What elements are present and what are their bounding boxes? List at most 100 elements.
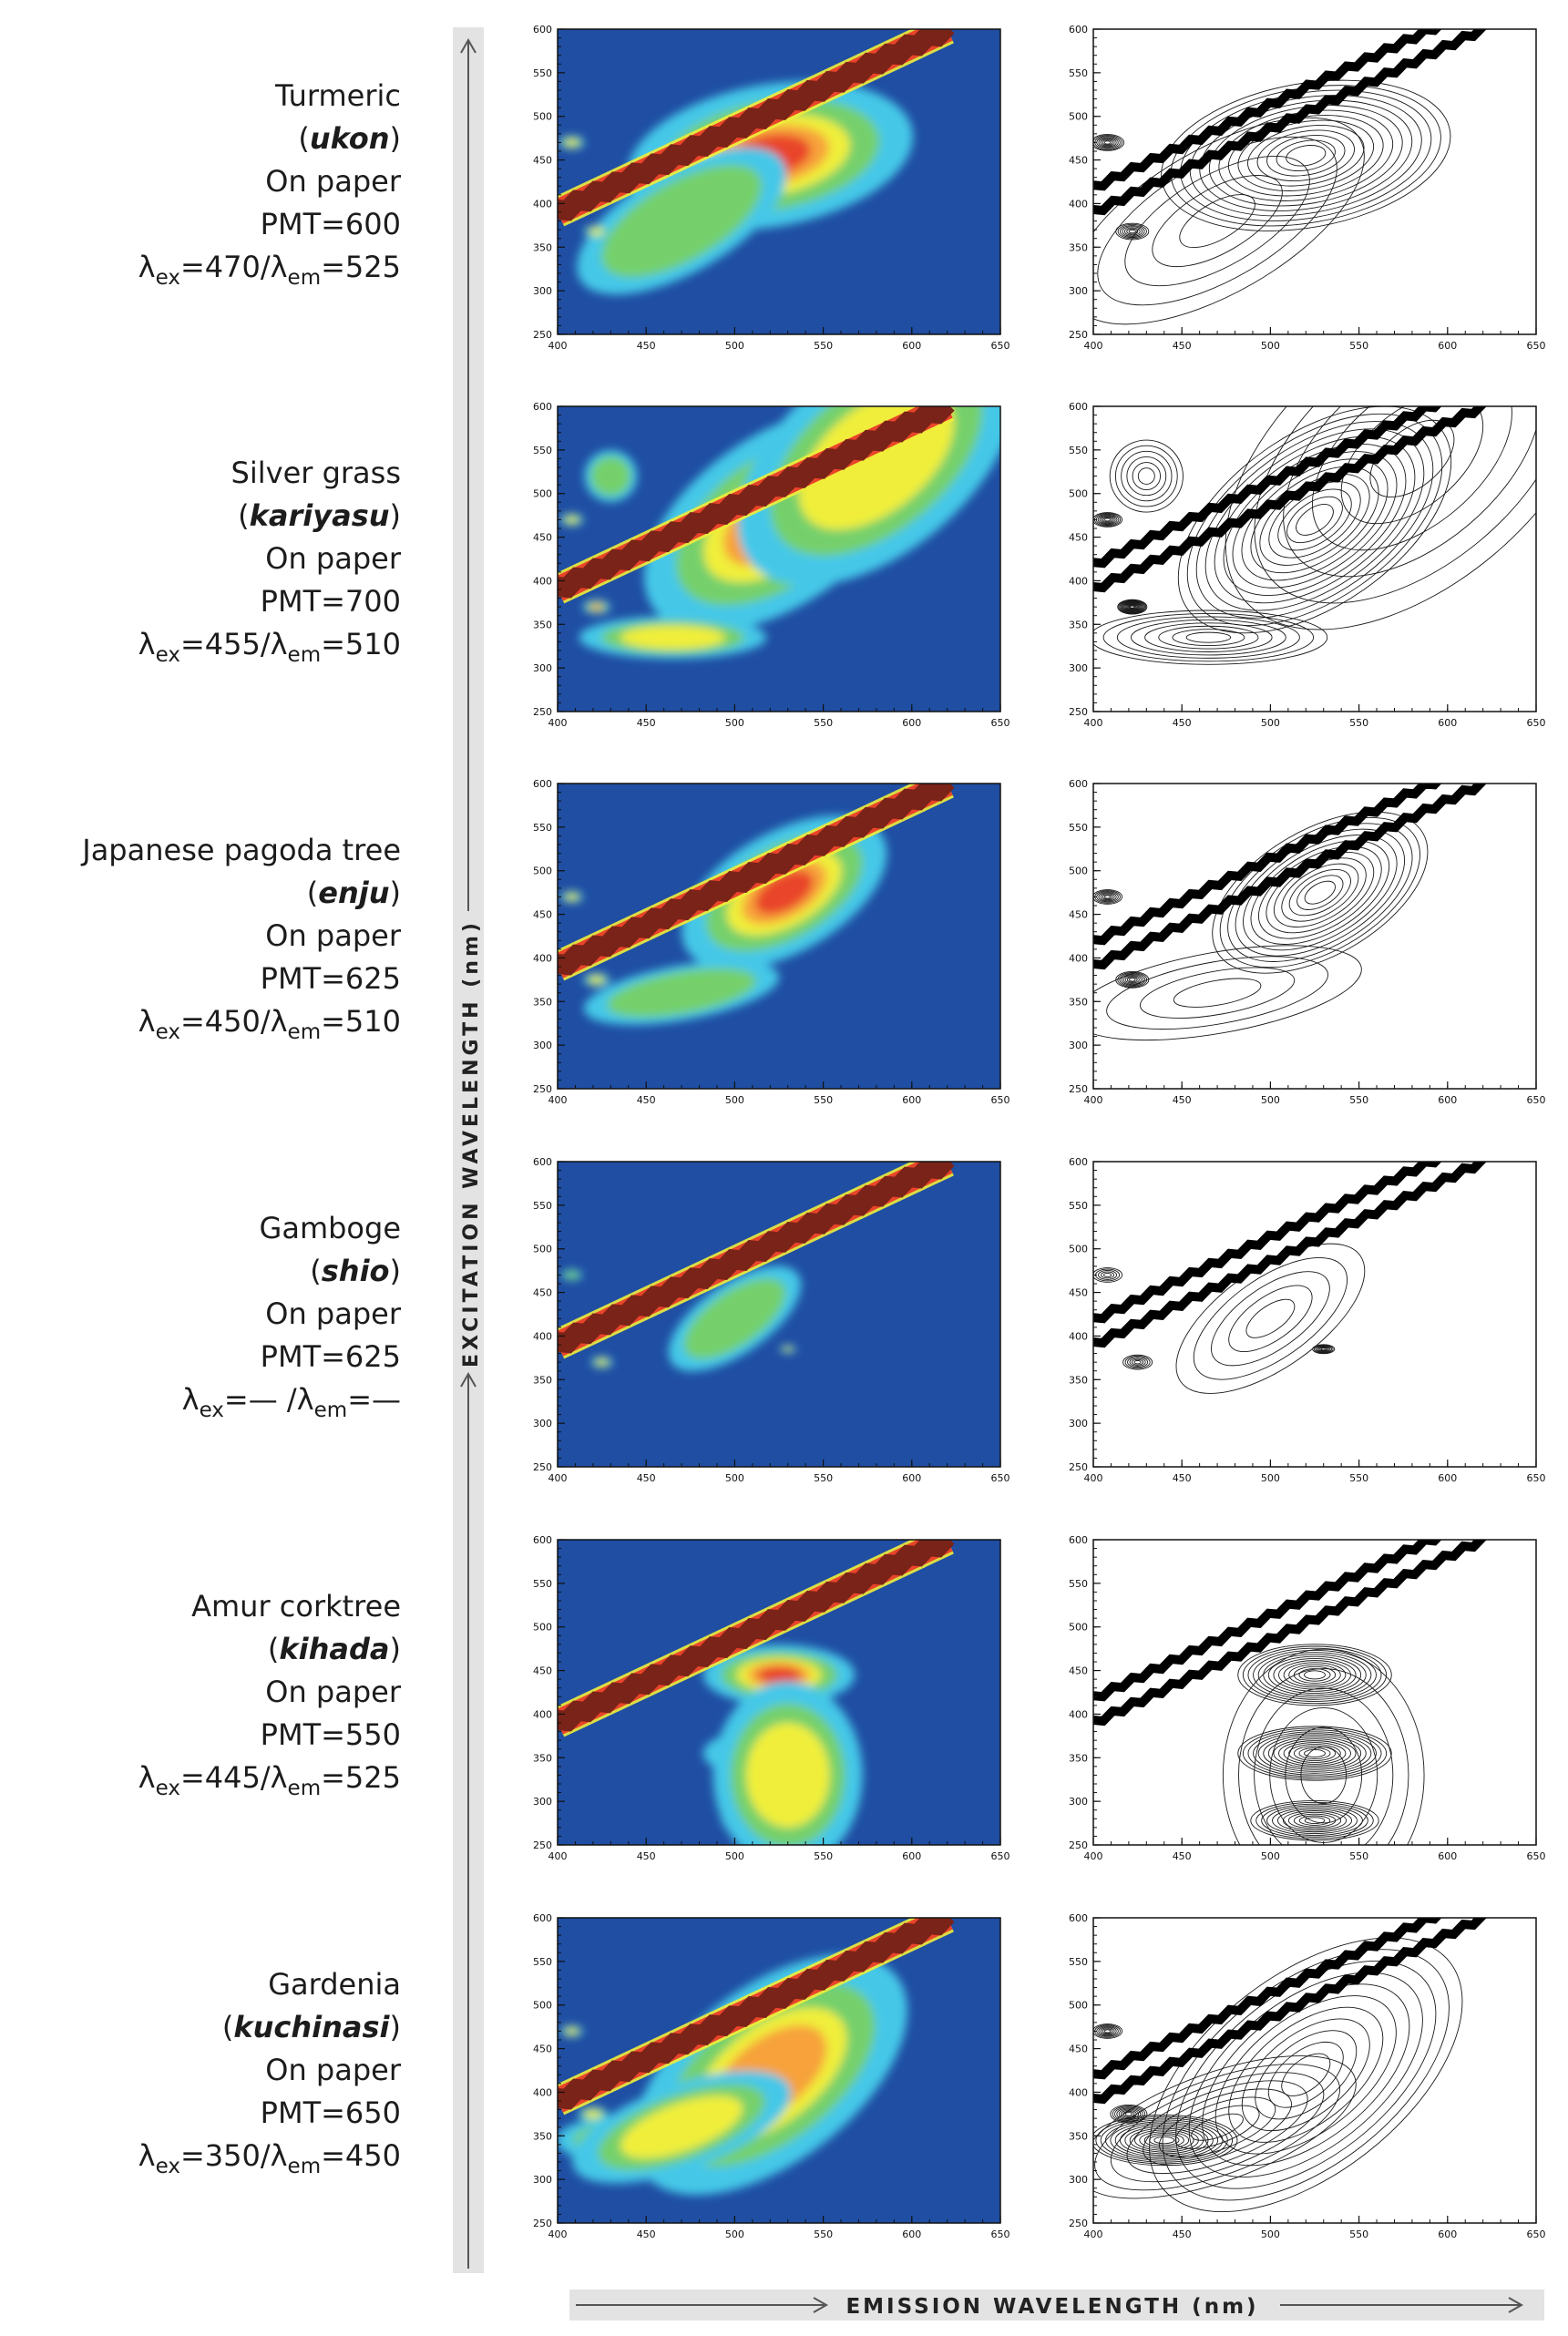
wavelength-line: λex=455/λem=510 bbox=[138, 627, 401, 667]
panel-3-heatmap: 400 450 500 550 600 650 250 300 350 400 450 500 550 6… bbox=[533, 778, 1010, 1106]
panel-2-contour-peak-2 bbox=[1093, 610, 1328, 665]
common-name-line: (ukon) bbox=[9, 118, 401, 160]
emission-value: 525 bbox=[344, 1760, 401, 1795]
panel-3-heatmap-y-tick-label: 350 bbox=[533, 996, 552, 1008]
panel-1-rayleigh-band bbox=[558, 29, 955, 221]
panel-6-contour-peak-4 bbox=[1110, 2105, 1148, 2124]
emission-value: 450 bbox=[344, 2138, 401, 2173]
panel-5-heatmap-y-tick-label: 500 bbox=[533, 1622, 552, 1634]
wavelength-separator: / bbox=[260, 250, 271, 284]
panel-2-contour-frame bbox=[1092, 405, 1537, 712]
pmt-value: PMT=550 bbox=[260, 1717, 401, 1752]
panel-4-contour-y-tick-label: 600 bbox=[1069, 1156, 1088, 1168]
panel-1-contour-peak-4 bbox=[1115, 222, 1150, 241]
panel-3-contour-x-tick-label: 650 bbox=[1527, 1094, 1546, 1106]
panel-6-contour-y-tick-label: 300 bbox=[1069, 2174, 1088, 2186]
panel-3-contour-y-tick-label: 450 bbox=[1069, 909, 1088, 921]
panel-1-contour-peak-3 bbox=[1093, 134, 1125, 151]
panel-1-contour: 400 450 500 550 600 650 250 300 350 400 450 500 550 6… bbox=[1069, 24, 1546, 352]
panel-3-rayleigh-band bbox=[558, 784, 955, 976]
panel-5-heatmap-y-tick-label: 550 bbox=[533, 1578, 552, 1590]
panel-6-contour-y-tick-label: 400 bbox=[1069, 2086, 1088, 2098]
panel-3-label: Japanese pagoda tree (enju) On paper PMT=62… bbox=[9, 829, 401, 1043]
panel-1-heatmap-y-tick-label: 500 bbox=[533, 111, 552, 123]
panel-3-heatmap-y-tick-label: 600 bbox=[533, 778, 552, 790]
panel-1-contour-x-tick-label: 450 bbox=[1173, 340, 1192, 352]
panel-5-contour-y-tick-label: 450 bbox=[1069, 1665, 1088, 1677]
panel-5-contour-peak-1 bbox=[1237, 1644, 1392, 1706]
common-name: ukon bbox=[309, 121, 390, 156]
panel-2-heatmap: 400 450 500 550 600 650 250 300 350 400 450 500 550 6… bbox=[533, 401, 1010, 729]
panel-1-heatmap-x-tick-label: 450 bbox=[637, 340, 656, 352]
panel-3-contour-x-tick-label: 450 bbox=[1173, 1094, 1192, 1106]
sample-name: Turmeric bbox=[274, 78, 401, 113]
panel-5-heatmap-x-tick-label: 600 bbox=[902, 1850, 921, 1862]
panel-3-raman-band-contour bbox=[1093, 784, 1442, 946]
panel-2-heatmap-y-tick-label: 350 bbox=[533, 619, 552, 630]
panel-6-heatmap-x-tick-label: 650 bbox=[991, 2228, 1010, 2240]
panel-3-heatmap-y-tick-label: 500 bbox=[533, 866, 552, 877]
panel-2-heatmap-y-tick-label: 250 bbox=[533, 706, 552, 718]
panel-1-peak-4 bbox=[583, 225, 610, 238]
panel-3-heatmap-y-tick-label: 400 bbox=[533, 952, 552, 964]
panel-4-peak-2 bbox=[590, 1357, 613, 1368]
panel-2-heatmap-x-tick-label: 400 bbox=[548, 717, 568, 729]
panel-4-rayleigh-band bbox=[558, 1162, 955, 1354]
common-name-close: ) bbox=[389, 121, 401, 156]
x-axis-arrow-right-head bbox=[1508, 2297, 1524, 2313]
panel-2-rayleigh-band-contour bbox=[1093, 406, 1487, 593]
panel-6-heatmap: 400 450 500 550 600 650 250 300 350 400 450 500 550 6… bbox=[533, 1912, 1010, 2240]
panel-2-contour-peak-3 bbox=[1225, 406, 1536, 630]
panel-3-contour-frame bbox=[1092, 783, 1537, 1090]
panel-1-heatmap-y-tick-label: 350 bbox=[533, 241, 552, 253]
panel-1-contour-y-tick-label: 500 bbox=[1069, 111, 1088, 123]
panel-2-contour-x-tick-label: 650 bbox=[1527, 717, 1546, 729]
panel-1-heatmap-x-tick-label: 600 bbox=[902, 340, 921, 352]
panel-4-contour-x-tick-label: 500 bbox=[1261, 1472, 1280, 1484]
panel-6-raman-band-contour bbox=[1093, 1918, 1442, 2080]
panel-6-heatmap-y-tick-label: 350 bbox=[533, 2130, 552, 2142]
panel-4-heatmap-y-tick-label: 350 bbox=[533, 1374, 552, 1386]
panel-5-contour-x-tick-label: 550 bbox=[1349, 1850, 1368, 1862]
panel-4-raman-band-contour bbox=[1093, 1162, 1442, 1324]
panel-1-contour-x-tick-label: 650 bbox=[1527, 340, 1546, 352]
pmt-value: PMT=625 bbox=[260, 961, 401, 996]
panel-6-heatmap-x-tick-label: 500 bbox=[725, 2228, 744, 2240]
panel-6-heatmap-y-tick-label: 400 bbox=[533, 2086, 552, 2098]
y-axis-title: EXCITATION WAVELENGTH (nm) bbox=[460, 919, 483, 1368]
panel-4-heatmap-y-tick-label: 250 bbox=[533, 1461, 552, 1473]
panel-6-label: Gardenia (kuchinasi) On paper PMT=650 λex=35… bbox=[9, 1963, 401, 2177]
panel-2-contour-x-tick-label: 550 bbox=[1349, 717, 1368, 729]
panel-6-contour-y-tick-label: 500 bbox=[1069, 2000, 1088, 2012]
common-name-close: ) bbox=[389, 2010, 401, 2044]
panel-3-peak-2 bbox=[583, 960, 780, 1025]
panel-3-heatmap-x-tick-label: 500 bbox=[725, 1094, 744, 1106]
panel-6-peak-5 bbox=[560, 2025, 583, 2037]
panel-5-heatmap-x-tick-label: 450 bbox=[637, 1850, 656, 1862]
panel-4-heatmap-x-tick-label: 450 bbox=[637, 1472, 656, 1484]
panel-1-contour-y-tick-label: 300 bbox=[1069, 285, 1088, 297]
common-name-line: (shio) bbox=[9, 1250, 401, 1293]
panel-4-heatmap-x-tick-label: 600 bbox=[902, 1472, 921, 1484]
wavelength-line: λex=350/λem=450 bbox=[138, 2138, 401, 2178]
panel-3-heatmap-y-tick-label: 250 bbox=[533, 1083, 552, 1095]
panel-3-contour-y-tick-label: 550 bbox=[1069, 822, 1088, 834]
panel-5-contour: 400 450 500 550 600 650 250 300 350 400 450 500 550 6… bbox=[1069, 1534, 1546, 1862]
panel-6-heatmap-x-tick-label: 400 bbox=[548, 2228, 568, 2240]
panel-1-heatmap-y-tick-label: 300 bbox=[533, 285, 552, 297]
panel-2-rayleigh-band bbox=[558, 406, 955, 599]
panel-4-contour-x-tick-label: 600 bbox=[1438, 1472, 1457, 1484]
panel-5-contour-peak-3 bbox=[1250, 1800, 1379, 1841]
panel-3-contour-x-tick-label: 400 bbox=[1084, 1094, 1103, 1106]
panel-5-contour-x-tick-label: 600 bbox=[1438, 1850, 1457, 1862]
panel-6-heatmap-x-tick-label: 600 bbox=[902, 2228, 921, 2240]
panel-5-contour-x-tick-label: 400 bbox=[1084, 1850, 1103, 1862]
panel-2-heatmap-frame bbox=[557, 405, 1001, 712]
panel-4-heatmap-y-tick-label: 450 bbox=[533, 1287, 552, 1299]
panel-3-peak-4 bbox=[560, 891, 583, 903]
panel-4-contour: 400 450 500 550 600 650 250 300 350 400 450 500 550 6… bbox=[1069, 1156, 1546, 1484]
panel-3-heatmap-y-tick-label: 550 bbox=[533, 822, 552, 834]
panel-3-heatmap-frame bbox=[557, 783, 1001, 1090]
panel-6-heatmap-frame bbox=[557, 1917, 1001, 2224]
panel-5-heatmap-x-tick-label: 550 bbox=[814, 1850, 833, 1862]
